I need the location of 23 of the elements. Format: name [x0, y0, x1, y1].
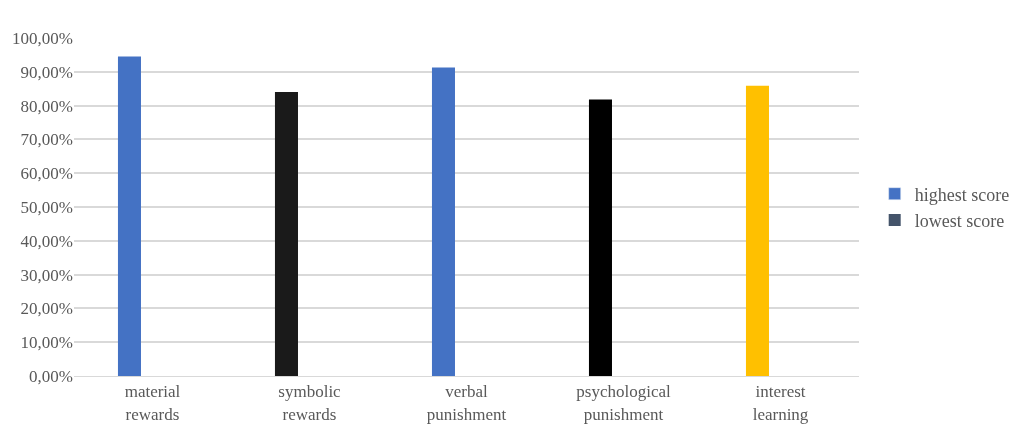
y-tick-label: 70,00% [20, 130, 73, 150]
bar [588, 99, 612, 376]
y-tick-label: 30,00% [20, 265, 73, 285]
bar [745, 85, 769, 376]
y-tick-label: 0,00% [29, 366, 73, 386]
legend-label: highest score [914, 184, 1010, 205]
y-tick-label: 50,00% [20, 197, 73, 217]
legend-label: lowest score [914, 211, 1005, 232]
y-tick-label: 80,00% [20, 96, 73, 116]
x-tick-label: symbolic rewards [278, 382, 342, 424]
bar [274, 92, 298, 376]
y-tick-label: 10,00% [20, 333, 73, 353]
y-tick-label: 60,00% [20, 164, 73, 184]
x-tick-label: interest learning [752, 382, 809, 424]
bar [117, 56, 141, 376]
y-tick-label: 20,00% [20, 299, 73, 319]
x-tick-label: verbal punishment [426, 382, 507, 424]
x-tick-label: psychological punishment [576, 382, 671, 424]
bar [431, 67, 455, 376]
x-tick-label: material rewards [124, 382, 181, 424]
y-tick-label: 40,00% [20, 231, 73, 251]
y-tick-label: 90,00% [20, 62, 73, 82]
y-tick-label: 100,00% [12, 28, 73, 48]
